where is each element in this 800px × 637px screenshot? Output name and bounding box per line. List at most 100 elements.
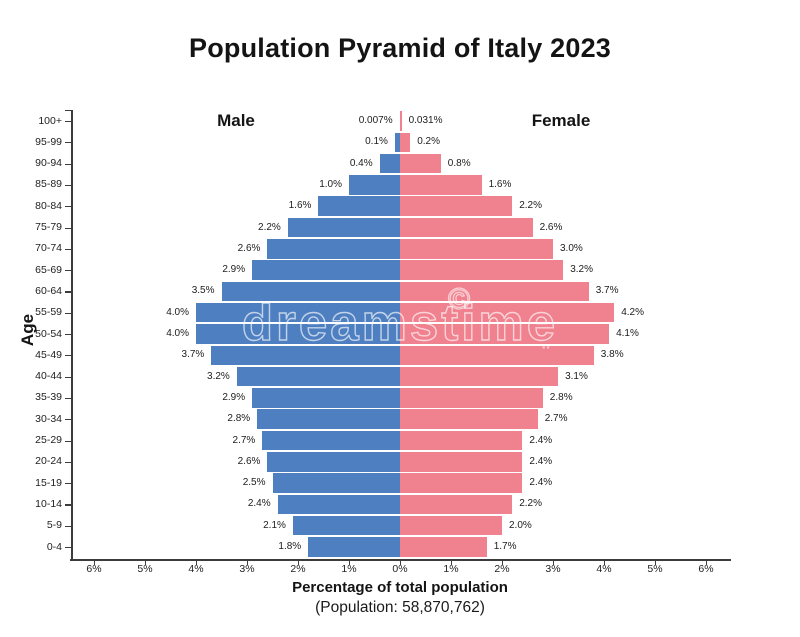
age-tick-label: 55-59: [35, 306, 62, 319]
female-value-label: 2.6%: [539, 221, 563, 233]
female-value-label: 2.7%: [544, 413, 568, 425]
age-tick-label: 100+: [38, 114, 62, 127]
x-axis-tick: [94, 560, 96, 565]
female-value-label: 3.0%: [560, 242, 583, 254]
male-value-label: 2.9%: [222, 391, 246, 403]
y-axis-tick: [65, 461, 71, 463]
y-axis-tick: [65, 291, 71, 293]
male-value-label: 2.4%: [247, 498, 271, 510]
male-bar: [272, 473, 400, 493]
male-value-label: 3.7%: [181, 349, 205, 361]
x-axis-tick: [298, 560, 300, 565]
y-axis-tick: [65, 504, 71, 506]
female-bar: [400, 409, 538, 429]
y-axis-tick: [65, 525, 71, 527]
x-axis-tick-label: 4%: [596, 563, 612, 575]
female-value-label: 2.4%: [529, 455, 553, 467]
female-bar: [400, 430, 523, 451]
y-axis-tick: [65, 355, 71, 357]
male-value-label: 3.2%: [207, 370, 230, 382]
male-bar: [318, 196, 400, 216]
x-axis-tick: [196, 560, 198, 565]
female-value-label: 4.1%: [616, 328, 639, 339]
male-bar: [267, 239, 400, 259]
age-tick-label: 20-24: [35, 455, 62, 468]
age-tick-label: 40-44: [35, 370, 62, 383]
x-axis-tick-label: 5%: [647, 563, 663, 575]
male-bar: [252, 388, 400, 408]
male-value-label: 2.5%: [242, 477, 266, 489]
age-tick-label: 85-89: [35, 178, 62, 191]
y-axis-tick: [65, 376, 71, 378]
female-value-label: 2.4%: [529, 477, 553, 489]
female-bar: [400, 345, 594, 366]
male-value-label: 1.0%: [319, 178, 342, 190]
x-axis-tick: [451, 560, 453, 565]
x-axis-tick: [400, 560, 402, 565]
male-bar: [262, 430, 400, 451]
female-bar: [400, 260, 564, 280]
female-bar: [400, 324, 610, 344]
y-axis-tick: [65, 248, 71, 250]
y-axis-tick: [65, 121, 71, 123]
population-subtitle: (Population: 58,870,762): [315, 599, 485, 616]
x-axis-tick-label: 3%: [239, 563, 255, 575]
male-value-label: 4.0%: [166, 306, 189, 318]
y-axis-tick: [65, 440, 71, 442]
male-value-label: 0.4%: [349, 157, 373, 169]
y-axis-tick: [65, 270, 71, 272]
female-bar: [400, 196, 513, 216]
male-value-label: 2.8%: [227, 413, 251, 425]
age-tick-label: 45-49: [35, 348, 62, 361]
x-axis-tick: [553, 560, 555, 565]
female-value-label: 3.2%: [570, 264, 593, 276]
y-axis-tick: [65, 334, 71, 336]
x-axis-tick-label: 6%: [86, 563, 102, 575]
female-value-label: 2.2%: [519, 498, 542, 510]
female-bar: [400, 473, 523, 493]
x-axis-tick-label: 2%: [290, 563, 306, 575]
x-axis-tick: [247, 560, 249, 565]
female-value-label: 0.031%: [408, 115, 443, 126]
male-value-label: 2.1%: [263, 519, 286, 531]
female-value-label: 2.2%: [519, 200, 542, 212]
age-tick-label: 35-39: [35, 391, 62, 404]
y-axis-tick: [65, 227, 71, 229]
male-series-label: Male: [217, 111, 255, 130]
male-bar: [196, 324, 400, 344]
female-bar: [400, 302, 615, 323]
age-tick-label: 5-9: [46, 519, 62, 532]
male-value-label: 0.007%: [358, 115, 393, 126]
x-axis-tick-label: 1%: [443, 563, 459, 575]
x-axis-tick-label: 3%: [545, 563, 561, 575]
male-bar: [267, 452, 400, 472]
female-bar: [400, 388, 543, 408]
x-axis-title: Percentage of total population: [292, 579, 508, 596]
female-bar: [400, 111, 402, 131]
y-axis-tick: [65, 142, 71, 144]
age-tick-label: 90-94: [35, 157, 62, 170]
age-tick-label: 60-64: [35, 284, 62, 297]
female-value-label: 2.0%: [509, 519, 532, 531]
x-axis-tick-label: 2%: [494, 563, 510, 575]
female-bar: [400, 515, 502, 536]
male-bar: [221, 281, 400, 302]
male-value-label: 1.8%: [278, 541, 302, 552]
female-value-label: 1.7%: [493, 541, 517, 552]
male-value-label: 4.0%: [166, 328, 189, 339]
x-axis-tick-label: 1%: [341, 563, 357, 575]
female-value-label: 2.4%: [529, 434, 553, 446]
male-value-label: 3.5%: [191, 285, 215, 297]
female-bar: [400, 132, 411, 153]
male-bar: [308, 537, 400, 557]
x-axis-tick: [145, 560, 147, 565]
male-bar: [211, 345, 400, 366]
male-bar: [292, 515, 400, 536]
y-axis-tick: [65, 312, 71, 314]
x-axis-line: [70, 559, 731, 561]
y-axis-line: [71, 110, 73, 560]
male-bar: [236, 366, 400, 387]
x-axis-tick: [706, 560, 708, 565]
female-bar: [400, 239, 553, 259]
